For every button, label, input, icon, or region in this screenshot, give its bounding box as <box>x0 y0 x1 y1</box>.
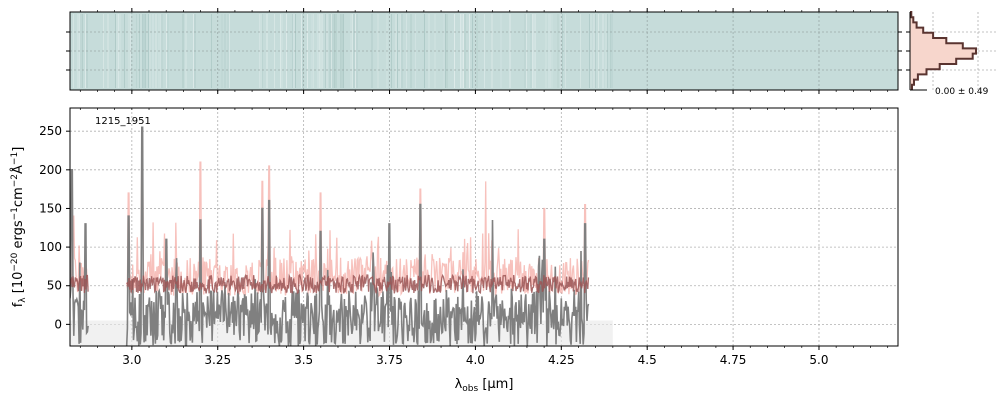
series-model <box>70 274 89 294</box>
y-tick-label: 50 <box>47 279 62 293</box>
series-error <box>126 145 590 298</box>
shaded-band <box>70 320 613 346</box>
x-tick-label: 3.5 <box>294 353 313 367</box>
y-tick-label: 200 <box>39 163 62 177</box>
series-data <box>125 126 590 346</box>
series-data <box>70 169 89 344</box>
panel-2d-grid <box>70 12 898 90</box>
x-tick-label: 4.5 <box>638 353 657 367</box>
panel-2d-frame <box>69 11 899 91</box>
y-tick-label: 150 <box>39 201 62 215</box>
panel-2d-spectrum <box>66 8 902 94</box>
y-tick-label: 100 <box>39 240 62 254</box>
x-tick-label: 4.25 <box>548 353 575 367</box>
panel-1d-spectrum: 3.0 3.25 3.5 3.75 4.0 4.25 4.5 4.75 5.0 0 50 100 150… <box>10 107 899 394</box>
y-tick-label: 0 <box>54 317 62 331</box>
panel-profile: 0.00 ± 0.49 <box>906 11 996 97</box>
series-model <box>126 273 590 295</box>
x-tick-label: 3.0 <box>122 353 141 367</box>
y-tick-label: 250 <box>39 124 62 138</box>
x-tick-label: 4.0 <box>466 353 485 367</box>
y-axis-label: fλ [10−20 ergs−1cm−2Å−1] <box>10 147 28 308</box>
x-tick-label: 4.75 <box>720 353 747 367</box>
x-tick-label: 5.0 <box>809 353 828 367</box>
x-tick-label: 3.75 <box>376 353 403 367</box>
panel-1d-ticks: 3.0 3.25 3.5 3.75 4.0 4.25 4.5 4.75 5.0 0 50 100 150… <box>39 108 889 367</box>
profile-grid <box>910 12 996 90</box>
profile-line <box>910 11 977 90</box>
object-label: 1215_1951 <box>95 116 151 127</box>
profile-ticks <box>906 31 910 71</box>
panel-1d-frame <box>69 107 899 347</box>
x-tick-label: 3.25 <box>204 353 231 367</box>
profile-fill <box>910 12 976 90</box>
x-axis-label: λobs [μm] <box>455 377 514 394</box>
panel-1d-series <box>70 126 590 346</box>
profile-annotation: 0.00 ± 0.49 <box>935 87 989 97</box>
